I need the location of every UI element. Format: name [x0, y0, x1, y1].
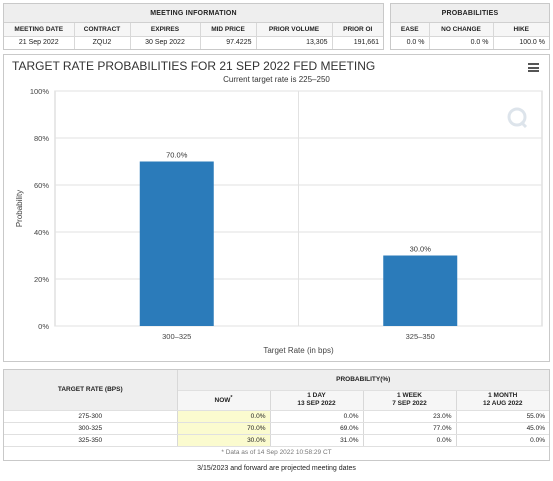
y-tick-label: 0%: [38, 322, 49, 331]
header-now: NOW*: [177, 390, 271, 411]
header-1-week-label: 1 WEEK: [397, 392, 422, 399]
header-1-day: 1 DAY 13 SEP 2022: [270, 390, 364, 411]
chart-panel: 0% 20% 40% 60% 80% 100% 70.0% 300–325 30.0% 325–3…: [3, 54, 550, 362]
now-marker: *: [230, 395, 233, 402]
y-tick-label: 60%: [34, 181, 49, 190]
y-tick-label: 40%: [34, 228, 49, 237]
day-cell: 69.0%: [270, 422, 364, 435]
week-cell: 23.0%: [363, 410, 457, 423]
probabilities-title: PROBABILITIES: [391, 4, 549, 23]
meeting-information-panel: MEETING INFORMATION MEETING DATE CONTRAC…: [3, 3, 384, 50]
header-prior-volume: PRIOR VOLUME: [256, 23, 333, 37]
rate-cell: 275-300: [4, 410, 178, 423]
header-hike: HIKE: [493, 23, 549, 37]
watermark-logo: [507, 107, 528, 129]
footer-note: 3/15/2023 and forward are projected meet…: [197, 465, 356, 472]
value-prior-oi: 191,661: [353, 39, 379, 47]
x-tick-label: 325–350: [406, 332, 435, 341]
probabilities-panel: PROBABILITIES EASE NO CHANGE HIKE 0.0 % …: [390, 3, 550, 50]
y-tick-label: 20%: [34, 275, 49, 284]
header-1-month: 1 MONTH 12 AUG 2022: [456, 390, 549, 411]
header-prior-oi: PRIOR OI: [332, 23, 383, 37]
month-cell: 45.0%: [456, 422, 549, 435]
header-1-week: 1 WEEK 7 SEP 2022: [363, 390, 457, 411]
value-hike: 100.0 %: [519, 39, 545, 47]
bar: [383, 255, 458, 326]
y-axis-title: Probability: [15, 190, 24, 227]
header-probability: PROBABILITY(%): [177, 370, 549, 391]
rate-cell: 300-325: [4, 422, 178, 435]
chart-title: TARGET RATE PROBABILITIES FOR 21 SEP 202…: [12, 59, 376, 73]
probabilities-table: EASE NO CHANGE HIKE 0.0 % 0.0 % 100.0 %: [391, 23, 549, 49]
header-ease: EASE: [391, 23, 430, 37]
table-row: 300-325 70.0% 69.0% 77.0% 45.0%: [4, 422, 549, 435]
value-contract: ZQU2: [74, 36, 131, 49]
month-cell: 55.0%: [456, 410, 549, 423]
value-ease: 0.0 %: [391, 36, 430, 49]
day-cell: 31.0%: [270, 434, 364, 447]
now-label: NOW: [214, 397, 231, 405]
value-no-change: 0.0 %: [429, 36, 494, 49]
table-row: 325-350 30.0% 31.0% 0.0% 0.0%: [4, 434, 549, 447]
now-cell: 30.0%: [177, 434, 271, 447]
header-1-month-date: 12 AUG 2022: [482, 400, 523, 407]
header-target-rate: TARGET RATE (BPS): [4, 370, 178, 411]
bar: [139, 161, 214, 326]
meeting-information-title: MEETING INFORMATION: [4, 4, 383, 23]
probability-history-panel: TARGET RATE (BPS) PROBABILITY(%) NOW* 1 …: [3, 369, 550, 461]
x-axis-title: Target Rate (in bps): [263, 346, 334, 355]
header-1-day-date: 13 SEP 2022: [297, 400, 336, 407]
header-expires: EXPIRES: [130, 23, 201, 37]
data-timestamp-note: * Data as of 14 Sep 2022 10:58:29 CT: [221, 448, 332, 456]
value-expires: 30 Sep 2022: [130, 36, 201, 49]
header-1-week-date: 7 SEP 2022: [392, 400, 427, 407]
header-1-day-label: 1 DAY: [307, 392, 326, 399]
rate-cell: 325-350: [4, 434, 178, 447]
value-mid-price: 97.4225: [200, 36, 257, 49]
y-tick-label: 100%: [30, 87, 50, 96]
header-mid-price: MID PRICE: [200, 23, 257, 37]
chart-subtitle: Current target rate is 225–250: [223, 75, 330, 84]
header-meeting-date: MEETING DATE: [4, 23, 75, 37]
hamburger-menu-icon[interactable]: [528, 63, 539, 72]
y-tick-label: 80%: [34, 134, 49, 143]
week-cell: 77.0%: [363, 422, 457, 435]
probability-bar-chart: 0% 20% 40% 60% 80% 100% 70.0% 300–325 30.0% 325–3…: [15, 87, 543, 355]
x-tick-label: 300–325: [162, 332, 191, 341]
month-cell: 0.0%: [456, 434, 549, 447]
probability-history-table: TARGET RATE (BPS) PROBABILITY(%) NOW* 1 …: [4, 370, 549, 458]
data-label: 70.0%: [166, 151, 188, 160]
value-prior-volume: 13,305: [256, 36, 333, 49]
week-cell: 0.0%: [363, 434, 457, 447]
table-row: 275-300 0.0% 0.0% 23.0% 55.0%: [4, 410, 549, 423]
header-no-change: NO CHANGE: [429, 23, 494, 37]
header-contract: CONTRACT: [74, 23, 131, 37]
value-meeting-date: 21 Sep 2022: [4, 36, 75, 49]
data-label: 30.0%: [410, 245, 432, 254]
header-1-month-label: 1 MONTH: [488, 392, 518, 399]
day-cell: 0.0%: [270, 410, 364, 423]
now-cell: 70.0%: [177, 422, 271, 435]
meeting-information-table: MEETING DATE CONTRACT EXPIRES MID PRICE …: [4, 23, 383, 49]
now-cell: 0.0%: [177, 410, 271, 423]
